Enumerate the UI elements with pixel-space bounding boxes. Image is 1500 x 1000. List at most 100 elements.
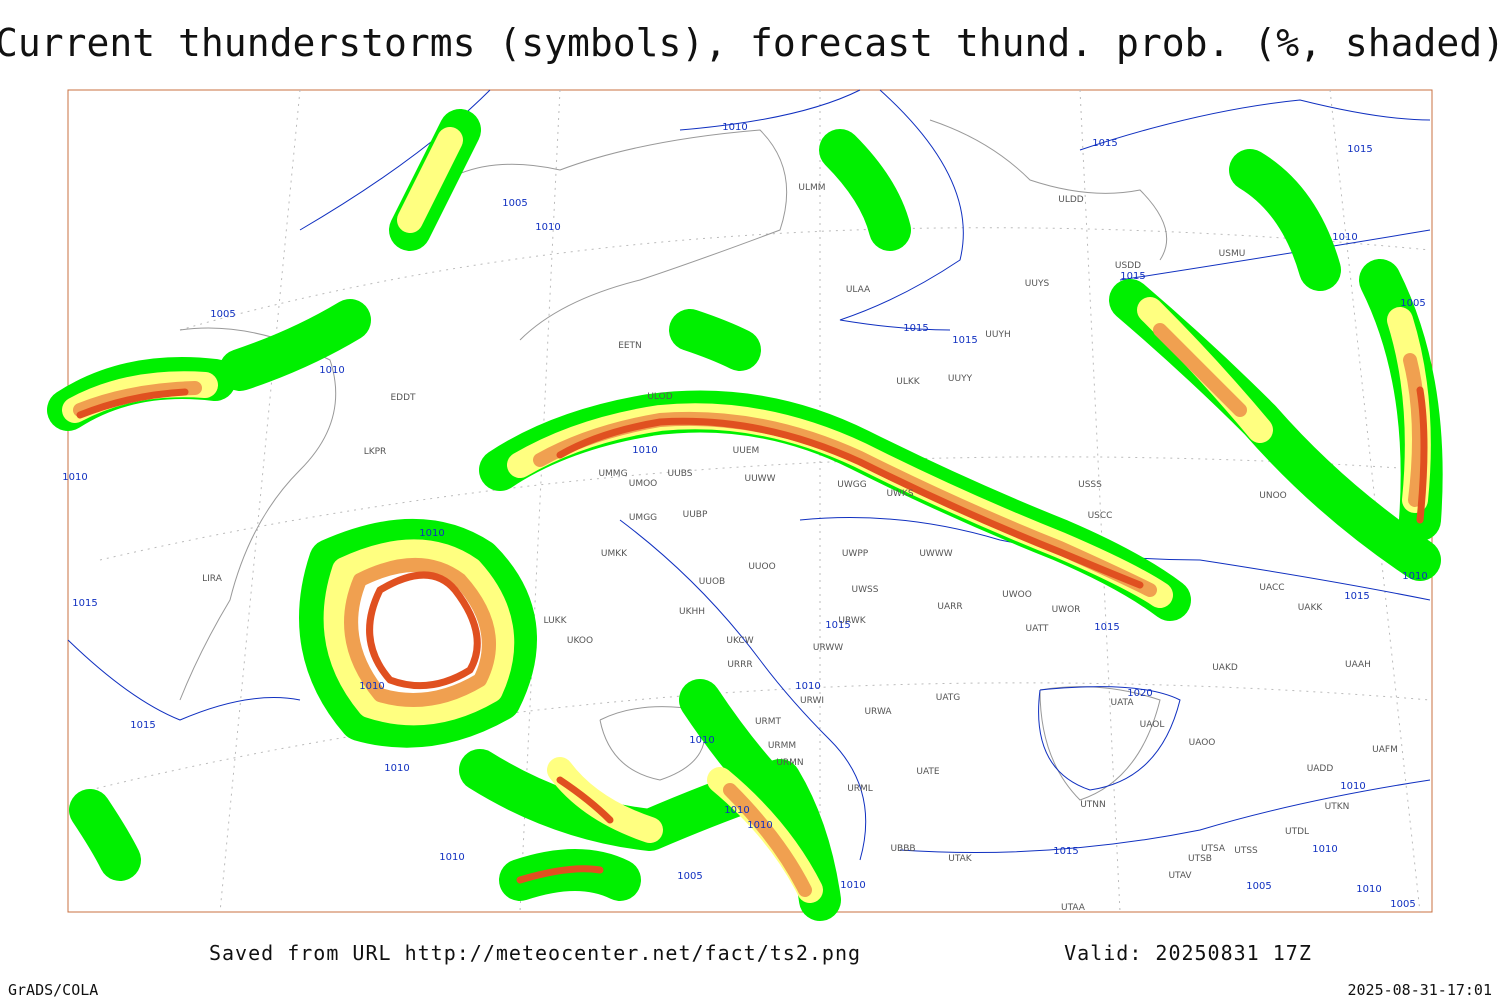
station-label: UTDL [1285, 827, 1309, 837]
station-label: UBBB [890, 844, 915, 854]
isobar-label: 1010 [1402, 571, 1427, 582]
station-label: UATT [1026, 624, 1049, 634]
station-label: USMU [1219, 249, 1246, 259]
station-label: UATA [1110, 698, 1134, 708]
station-label: EDDT [390, 393, 416, 403]
station-label: LIRA [202, 574, 223, 584]
station-label: LUKK [544, 616, 568, 626]
station-label: UUEM [733, 446, 760, 456]
station-label: UARR [937, 602, 962, 612]
station-label: UACC [1259, 583, 1284, 593]
station-label: UWWW [919, 549, 952, 559]
station-label: URMM [768, 741, 796, 751]
station-label: UUBS [668, 469, 693, 479]
station-label: EETN [618, 341, 642, 351]
station-label: ULDD [1058, 195, 1084, 205]
station-label: UKHH [679, 607, 705, 617]
station-label: UUYS [1025, 279, 1050, 289]
station-label: UUWW [745, 474, 776, 484]
map-title: Current thunderstorms (symbols), forecas… [0, 21, 1500, 65]
isobar-label: 1015 [1092, 138, 1117, 149]
station-label: UAOL [1140, 720, 1165, 730]
isobar-label: 1010 [722, 122, 747, 133]
isobar-label: 1010 [724, 805, 749, 816]
isobar-label: 1010 [840, 880, 865, 891]
isobar-label: 1005 [1390, 899, 1415, 910]
isobar-label: 1010 [632, 445, 657, 456]
isobar-label: 1005 [1400, 298, 1425, 309]
station-label: UMKK [601, 549, 628, 559]
station-label: URMT [755, 717, 782, 727]
isobar-label: 1010 [1312, 844, 1337, 855]
station-label: ULMM [798, 183, 825, 193]
station-label: UWOR [1052, 605, 1081, 615]
station-label: UUOB [699, 577, 725, 587]
isobar-label: 1015 [1344, 591, 1369, 602]
station-label: URWI [800, 696, 824, 706]
isobar-label: 1010 [359, 681, 384, 692]
isobar-label: 1010 [535, 222, 560, 233]
isobar-label: 1015 [1347, 144, 1372, 155]
isobar-label: 1010 [319, 365, 344, 376]
station-label: UWSS [852, 585, 879, 595]
station-label: UTAA [1061, 903, 1086, 913]
station-label: UAFM [1372, 745, 1398, 755]
station-label: UAAH [1345, 660, 1371, 670]
station-label: UMGG [629, 513, 657, 523]
isobar-label: 1015 [1053, 846, 1078, 857]
isobar-label: 1010 [689, 735, 714, 746]
station-label: UAKD [1212, 663, 1238, 673]
isobar-label: 1005 [210, 309, 235, 320]
station-label: URRR [727, 660, 752, 670]
station-label: ULOD [647, 392, 672, 402]
isobar-label: 1015 [825, 620, 850, 631]
station-label: UTNN [1080, 800, 1106, 810]
station-label: UATG [936, 693, 961, 703]
station-label: UTSB [1188, 854, 1212, 864]
station-label: UATE [916, 767, 940, 777]
timestamp: 2025-08-31-17:01 [1348, 981, 1493, 999]
isobar-label: 1005 [677, 871, 702, 882]
station-label: UWOO [1002, 590, 1032, 600]
isobar-label: 1015 [952, 335, 977, 346]
station-label: URWA [864, 707, 892, 717]
isobar-label: 1010 [1332, 232, 1357, 243]
station-label: ULAA [846, 285, 871, 295]
station-label: URWK [838, 616, 866, 626]
station-label: UAOO [1189, 738, 1216, 748]
isobar-label: 1010 [1340, 781, 1365, 792]
station-label: UUOO [748, 562, 775, 572]
station-label: UUYH [985, 330, 1010, 340]
station-label: LKPR [364, 447, 387, 457]
station-label: UKOO [567, 636, 593, 646]
isobar-label: 1015 [72, 598, 97, 609]
station-label: UWKS [886, 489, 913, 499]
station-label: UAKK [1298, 603, 1324, 613]
thunder-probability-shading [47, 109, 1443, 921]
station-label: UADD [1307, 764, 1334, 774]
isobar-label: 1015 [903, 323, 928, 334]
isobar-label: 1010 [795, 681, 820, 692]
station-label: URMN [776, 758, 803, 768]
station-label: UWPP [842, 549, 869, 559]
isobar-label: 1010 [384, 763, 409, 774]
station-label: UNOO [1259, 491, 1287, 501]
isobar-label: 1005 [502, 198, 527, 209]
station-label: UMOO [629, 479, 658, 489]
isobar-label: 1015 [1094, 622, 1119, 633]
isobar-label: 1010 [747, 820, 772, 831]
isobar-label: 1020 [1127, 688, 1152, 699]
isobar-label: 1010 [1356, 884, 1381, 895]
isobars [67, 89, 1431, 861]
station-label: USCC [1088, 511, 1113, 521]
station-label: UTKN [1325, 802, 1350, 812]
graticule [89, 89, 1431, 913]
station-label: UKCW [726, 636, 753, 646]
valid-time: Valid: 20250831 17Z [1064, 941, 1312, 965]
isobar-label: 1015 [130, 720, 155, 731]
station-label: UTSS [1234, 846, 1258, 856]
station-label: ULKK [896, 377, 921, 387]
station-label: UTAV [1168, 871, 1192, 881]
station-label: USSS [1078, 480, 1102, 490]
station-label: UTAK [948, 854, 973, 864]
